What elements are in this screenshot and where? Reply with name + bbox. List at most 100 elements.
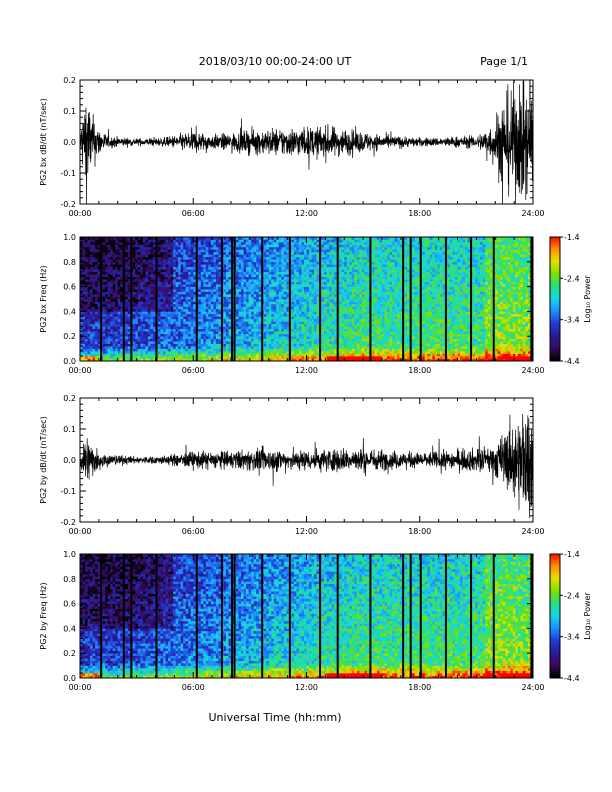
spectrogram-cell	[281, 358, 285, 362]
spectrogram-cell	[251, 281, 254, 285]
spectrogram-cell	[178, 269, 181, 273]
spectrogram-cell	[213, 348, 217, 352]
spectrogram-cell	[150, 296, 154, 300]
spectrogram-cell	[225, 251, 229, 255]
spectrogram-cell	[152, 301, 156, 305]
spectrogram-cell	[168, 356, 171, 359]
spectrogram-cell	[203, 348, 207, 352]
spectrogram-cell	[115, 239, 119, 243]
spectrogram-cell	[278, 336, 282, 339]
spectrogram-cell	[80, 296, 83, 300]
spectrogram-cell	[283, 338, 287, 342]
spectrogram-cell	[117, 343, 121, 347]
spectrogram-cell	[253, 308, 257, 312]
spectrogram-cell	[120, 326, 124, 330]
spectrogram-cell	[107, 341, 111, 344]
spectrogram-cell	[120, 316, 124, 320]
spectrogram-cell	[210, 254, 214, 258]
spectrogram-cell	[253, 241, 257, 245]
spectrogram-cell	[158, 356, 161, 359]
spectrogram-cell	[321, 338, 325, 342]
spectrogram-cell	[291, 276, 295, 280]
spectrogram-cell	[296, 318, 300, 322]
spectrogram-cell	[276, 246, 280, 250]
spectrogram-cell	[135, 351, 139, 354]
spectrogram-cell	[165, 303, 169, 307]
spectrogram-cell	[102, 336, 106, 339]
spectrogram-cell	[263, 296, 267, 300]
spectrogram-cell	[316, 346, 320, 349]
spectrogram-cell	[117, 276, 121, 280]
spectrogram-cell	[306, 306, 310, 310]
spectrogram-cell	[137, 346, 141, 349]
spectrogram-cell	[142, 239, 146, 243]
spectrogram-cell	[210, 276, 214, 280]
spectrogram-cell	[160, 323, 164, 327]
spectrogram-cell	[137, 318, 141, 322]
spectrogram-cell	[311, 239, 315, 243]
spectrogram-cell	[92, 323, 96, 327]
spectrogram-cell	[152, 261, 156, 265]
spectrogram-cell	[218, 294, 222, 297]
spectrogram-cell	[110, 279, 114, 282]
spectrogram-cell	[82, 261, 86, 265]
spectrogram-cell	[215, 333, 219, 337]
spectrogram-cell	[97, 246, 101, 250]
spectrogram-cell	[150, 251, 154, 255]
spectrogram-cell	[180, 249, 184, 253]
spectrogram-cell	[271, 251, 275, 255]
spectrogram-cell	[266, 281, 270, 285]
spectrogram-cell	[180, 306, 184, 310]
spectrogram-cell	[236, 259, 239, 263]
spectrogram-cell	[87, 279, 91, 282]
spectrogram-cell	[150, 316, 154, 320]
spectrogram-cell	[97, 266, 101, 270]
spectrogram-cell	[168, 291, 171, 295]
spectrogram-cell	[281, 289, 285, 292]
spectrogram-cell	[178, 318, 181, 322]
spectrogram-cell	[266, 289, 270, 292]
spectrogram-cell	[183, 341, 186, 344]
spectrogram-cell	[85, 286, 88, 290]
spectrogram-cell	[253, 341, 257, 344]
spectrogram-cell	[135, 246, 139, 250]
spectrogram-cell	[188, 261, 192, 265]
spectrogram-cell	[188, 313, 192, 317]
spectrogram-cell	[298, 299, 302, 302]
spectrogram-cell	[135, 328, 139, 332]
spectrogram-cell	[168, 318, 171, 322]
spectrogram-cell	[180, 343, 184, 347]
spectrogram-cell	[301, 261, 305, 265]
spectrogram-cell	[80, 336, 83, 339]
spectrogram-cell	[120, 343, 124, 347]
spectrogram-cell	[298, 291, 302, 295]
spectrogram-cell	[203, 246, 207, 250]
spectrogram-cell	[112, 299, 116, 302]
spectrogram-cell	[160, 308, 164, 312]
spectrogram-cell	[321, 328, 325, 332]
spectrogram-cell	[266, 346, 270, 349]
spectrogram-cell	[296, 244, 300, 248]
spectrogram-cell	[145, 291, 149, 295]
spectrogram-cell	[82, 348, 86, 352]
spectrogram-cell	[175, 289, 179, 292]
spectrogram-cell	[175, 266, 179, 270]
spectrogram-cell	[150, 271, 154, 275]
spectrogram-cell	[120, 264, 124, 268]
spectrogram-cell	[165, 241, 169, 245]
spectrogram-cell	[95, 246, 98, 250]
spectrogram-cell	[314, 306, 317, 310]
spectrogram-cell	[90, 291, 93, 295]
spectrogram-cell	[243, 318, 247, 322]
spectrogram-cell	[87, 241, 91, 245]
spectrogram-cell	[145, 299, 149, 302]
spectrogram-cell	[213, 244, 217, 248]
spectrogram-cell	[213, 259, 217, 263]
spectrogram-cell	[321, 241, 325, 245]
spectrogram-cell	[198, 289, 202, 292]
spectrogram-cell	[271, 281, 275, 285]
spectrogram-cell	[110, 296, 114, 300]
spectrogram-cell	[316, 303, 320, 307]
spectrogram-cell	[105, 239, 108, 243]
spectrogram-cell	[256, 308, 259, 312]
